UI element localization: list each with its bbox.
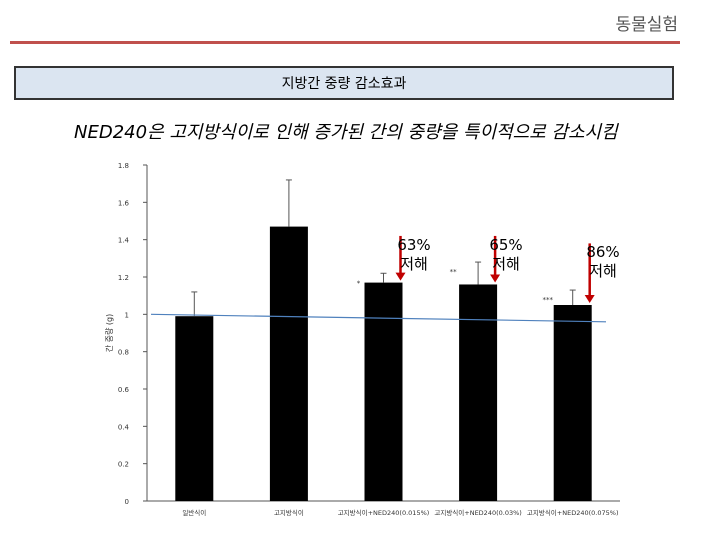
y-tick-label: 1.6 [118, 199, 130, 207]
y-tick-label: 0.6 [118, 386, 130, 394]
y-tick-label: 1.8 [118, 162, 129, 170]
y-tick-label: 1.4 [118, 237, 130, 245]
header-title: 동물실험 [615, 15, 678, 35]
reduction-arrow-head [490, 274, 501, 283]
annotation-1-label: 저해 [400, 255, 428, 273]
annotation-1: 63% 저해 [392, 236, 436, 274]
annotation-3-label: 저해 [589, 262, 617, 280]
bar [175, 316, 214, 501]
bar [459, 284, 498, 501]
category-label: 고지방식이+NED240(0.03%) [434, 508, 521, 517]
bar-chart: 0 0.2 0.4 0.6 0.8 1 1.2 1.4 1.6 1.8 간 중량 (g) 일반식이 고지… [104, 162, 620, 517]
y-tick-label: 0 [125, 498, 129, 506]
category-label: 고지방식이+NED240(0.015%) [338, 508, 430, 517]
significance-marker: *** [542, 296, 553, 304]
reduction-arrow-head [584, 295, 595, 303]
annotation-3-pct: 86% [586, 243, 620, 261]
annotation-3: 86% 저해 [581, 243, 625, 281]
reduction-arrow-head [395, 272, 406, 281]
bar [553, 305, 592, 501]
annotation-2-pct: 65% [489, 236, 523, 254]
chart-subtitle: NED240은 고지방식이로 인해 증가된 간의 중량을 특이적으로 감소시킴 [74, 122, 618, 143]
significance-marker: * [357, 279, 361, 287]
y-tick-label: 0.2 [118, 461, 129, 469]
header-rule [10, 41, 680, 44]
bar [364, 282, 403, 501]
y-tick-label: 0.8 [118, 349, 129, 357]
trend-line [150, 313, 607, 323]
y-axis-label: 간 중량 (g) [104, 314, 114, 353]
y-tick-label: 0.4 [118, 423, 130, 431]
y-tick-label: 1 [125, 311, 129, 319]
y-tick-label: 1.2 [118, 274, 129, 282]
significance-marker: ** [450, 268, 458, 276]
annotation-1-pct: 63% [397, 236, 431, 254]
category-label: 고지방식이 [274, 508, 304, 517]
annotation-2-label: 저해 [492, 255, 520, 273]
category-label: 고지방식이+NED240(0.075%) [527, 508, 619, 517]
category-label: 일반식이 [182, 508, 206, 517]
annotation-2: 65% 저해 [484, 236, 528, 274]
section-banner: 지방간 중량 감소효과 [14, 66, 674, 100]
bar [269, 226, 308, 501]
section-banner-text: 지방간 중량 감소효과 [281, 76, 407, 92]
